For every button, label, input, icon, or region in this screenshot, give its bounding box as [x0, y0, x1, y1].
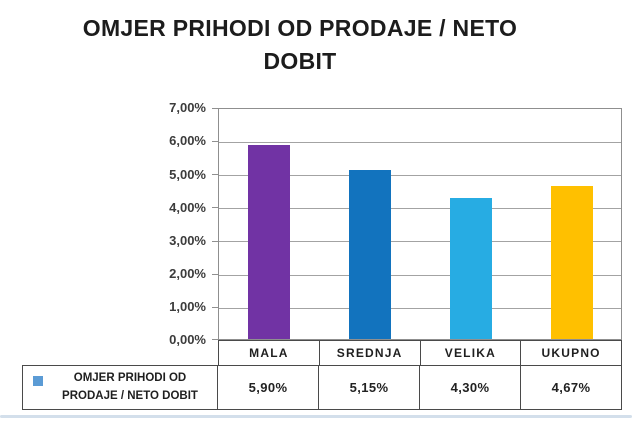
- y-tick-mark: [212, 141, 218, 142]
- y-tick-label: 5,00%: [169, 167, 206, 182]
- legend-cell: OMJER PRIHODI OD PRODAJE / NETO DOBIT: [22, 365, 218, 410]
- y-tick-label: 7,00%: [169, 100, 206, 115]
- bar-mala: [248, 145, 290, 339]
- y-tick-label: 2,00%: [169, 266, 206, 281]
- gridline: [219, 175, 621, 176]
- category-label-ukupno: UKUPNO: [520, 340, 622, 366]
- y-tick-label: 4,00%: [169, 200, 206, 215]
- y-tick-label: 0,00%: [169, 332, 206, 347]
- gridline: [219, 208, 621, 209]
- legend-label: OMJER PRIHODI OD PRODAJE / NETO DOBIT: [62, 371, 198, 402]
- value-cell-mala: 5,90%: [217, 365, 319, 410]
- category-label-mala: MALA: [218, 340, 320, 366]
- category-label-srednja: SREDNJA: [318, 340, 421, 366]
- y-tick-mark: [212, 241, 218, 242]
- y-tick-mark: [212, 108, 218, 109]
- y-tick-mark: [212, 339, 218, 340]
- y-tick-label: 1,00%: [169, 299, 206, 314]
- data-table-row: OMJER PRIHODI OD PRODAJE / NETO DOBIT 5,…: [22, 365, 622, 410]
- y-tick-label: 3,00%: [169, 233, 206, 248]
- gridline: [219, 142, 621, 143]
- y-tick-mark: [212, 207, 218, 208]
- bar-velika: [450, 197, 492, 339]
- plot-area: [218, 108, 622, 340]
- bar-srednja: [349, 169, 391, 339]
- gridline: [219, 308, 621, 309]
- y-tick-mark: [212, 274, 218, 275]
- bar-ukupno: [551, 185, 593, 339]
- y-tick-mark: [212, 307, 218, 308]
- page-edge-decoration: [0, 415, 632, 418]
- y-tick-mark: [212, 174, 218, 175]
- y-tick-label: 6,00%: [169, 133, 206, 148]
- value-cell-srednja: 5,15%: [318, 365, 420, 410]
- legend-marker-icon: [33, 376, 43, 386]
- x-axis-category-row: MALA SREDNJA VELIKA UKUPNO: [218, 340, 622, 366]
- gridline: [219, 241, 621, 242]
- chart-title: OMJER PRIHODI OD PRODAJE / NETO DOBIT: [82, 15, 518, 74]
- value-cell-velika: 4,30%: [419, 365, 521, 410]
- gridline: [219, 275, 621, 276]
- value-cell-ukupno: 4,67%: [520, 365, 622, 410]
- category-label-velika: VELIKA: [419, 340, 522, 366]
